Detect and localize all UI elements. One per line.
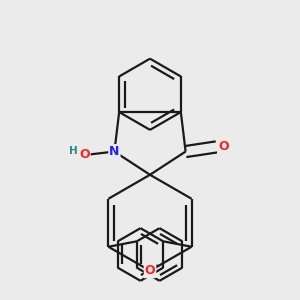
Text: N: N [109,145,120,158]
Text: H: H [69,146,78,156]
Text: O: O [79,148,90,160]
Text: O: O [145,264,155,277]
Text: O: O [218,140,229,153]
